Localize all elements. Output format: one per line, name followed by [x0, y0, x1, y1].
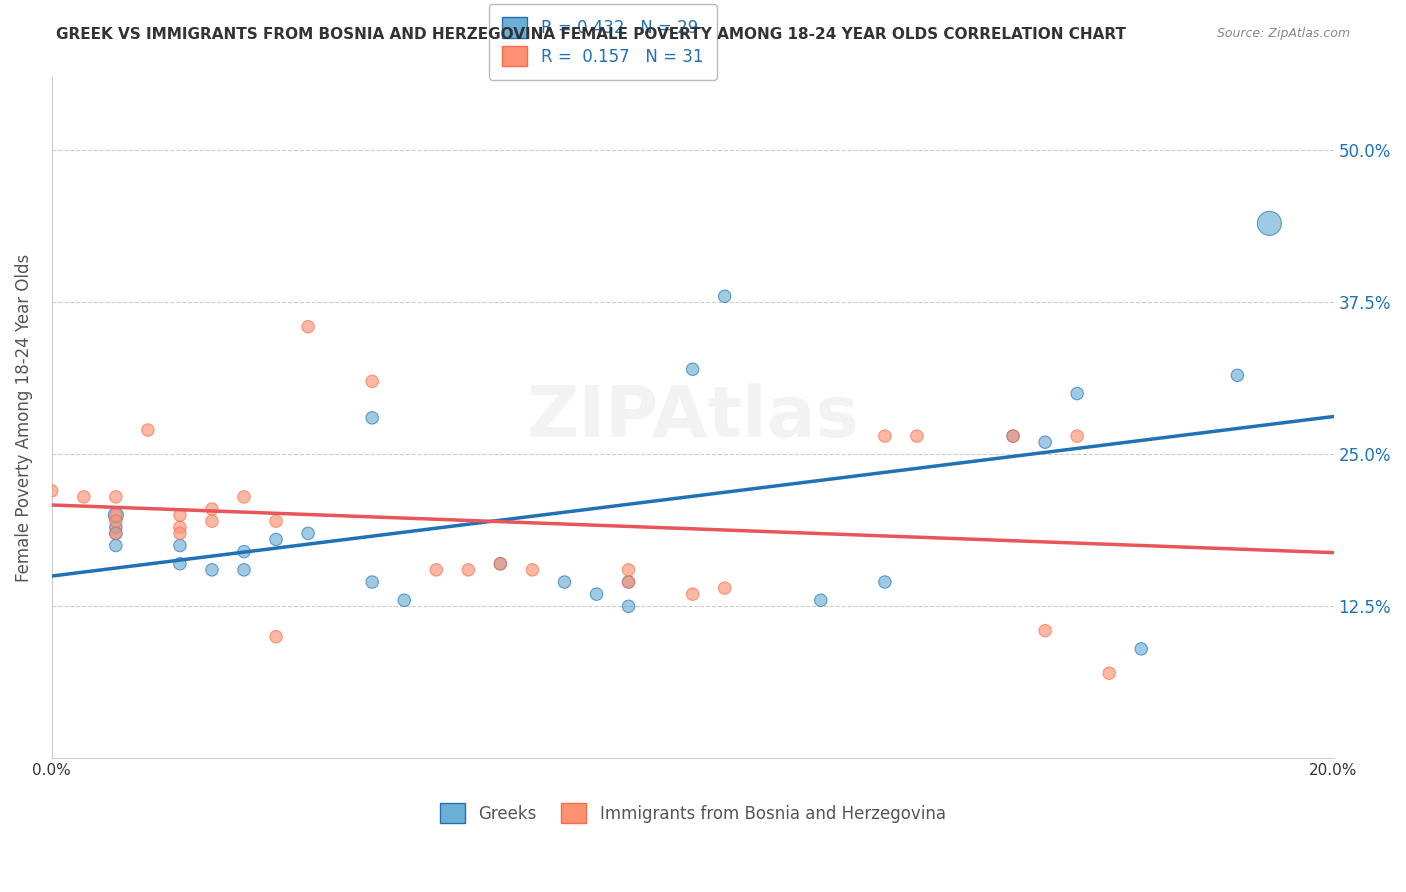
Point — [169, 539, 191, 553]
Point — [1258, 216, 1281, 230]
Point — [489, 557, 512, 571]
Point — [1066, 429, 1088, 443]
Point — [873, 574, 896, 589]
Point — [264, 630, 287, 644]
Text: ZIPAtlas: ZIPAtlas — [526, 384, 859, 452]
Point — [104, 514, 127, 528]
Legend: Greeks, Immigrants from Bosnia and Herzegovina: Greeks, Immigrants from Bosnia and Herze… — [432, 795, 955, 831]
Point — [169, 557, 191, 571]
Point — [457, 563, 479, 577]
Point — [361, 410, 384, 425]
Point — [104, 539, 127, 553]
Point — [233, 490, 256, 504]
Point — [233, 563, 256, 577]
Point — [73, 490, 96, 504]
Point — [136, 423, 159, 437]
Point — [41, 483, 63, 498]
Point — [104, 508, 127, 523]
Point — [617, 574, 640, 589]
Point — [1130, 641, 1153, 656]
Text: Source: ZipAtlas.com: Source: ZipAtlas.com — [1216, 27, 1350, 40]
Point — [394, 593, 416, 607]
Point — [201, 563, 224, 577]
Point — [297, 526, 319, 541]
Point — [810, 593, 832, 607]
Point — [1226, 368, 1249, 383]
Point — [585, 587, 607, 601]
Point — [682, 587, 704, 601]
Y-axis label: Female Poverty Among 18-24 Year Olds: Female Poverty Among 18-24 Year Olds — [15, 253, 32, 582]
Point — [617, 574, 640, 589]
Point — [553, 574, 575, 589]
Point — [233, 544, 256, 558]
Point — [713, 581, 735, 595]
Point — [905, 429, 928, 443]
Point — [201, 514, 224, 528]
Point — [489, 557, 512, 571]
Point — [264, 533, 287, 547]
Point — [873, 429, 896, 443]
Point — [1033, 624, 1056, 638]
Point — [522, 563, 544, 577]
Point — [104, 526, 127, 541]
Point — [169, 526, 191, 541]
Point — [361, 574, 384, 589]
Point — [297, 319, 319, 334]
Point — [104, 490, 127, 504]
Point — [104, 526, 127, 541]
Point — [425, 563, 447, 577]
Point — [169, 520, 191, 534]
Point — [169, 508, 191, 523]
Point — [264, 514, 287, 528]
Text: GREEK VS IMMIGRANTS FROM BOSNIA AND HERZEGOVINA FEMALE POVERTY AMONG 18-24 YEAR : GREEK VS IMMIGRANTS FROM BOSNIA AND HERZ… — [56, 27, 1126, 42]
Point — [617, 563, 640, 577]
Point — [617, 599, 640, 614]
Point — [104, 508, 127, 523]
Point — [1002, 429, 1025, 443]
Point — [1033, 435, 1056, 450]
Point — [104, 520, 127, 534]
Point — [713, 289, 735, 303]
Point — [201, 502, 224, 516]
Point — [1002, 429, 1025, 443]
Point — [361, 375, 384, 389]
Point — [1098, 666, 1121, 681]
Point — [682, 362, 704, 376]
Point — [1066, 386, 1088, 401]
